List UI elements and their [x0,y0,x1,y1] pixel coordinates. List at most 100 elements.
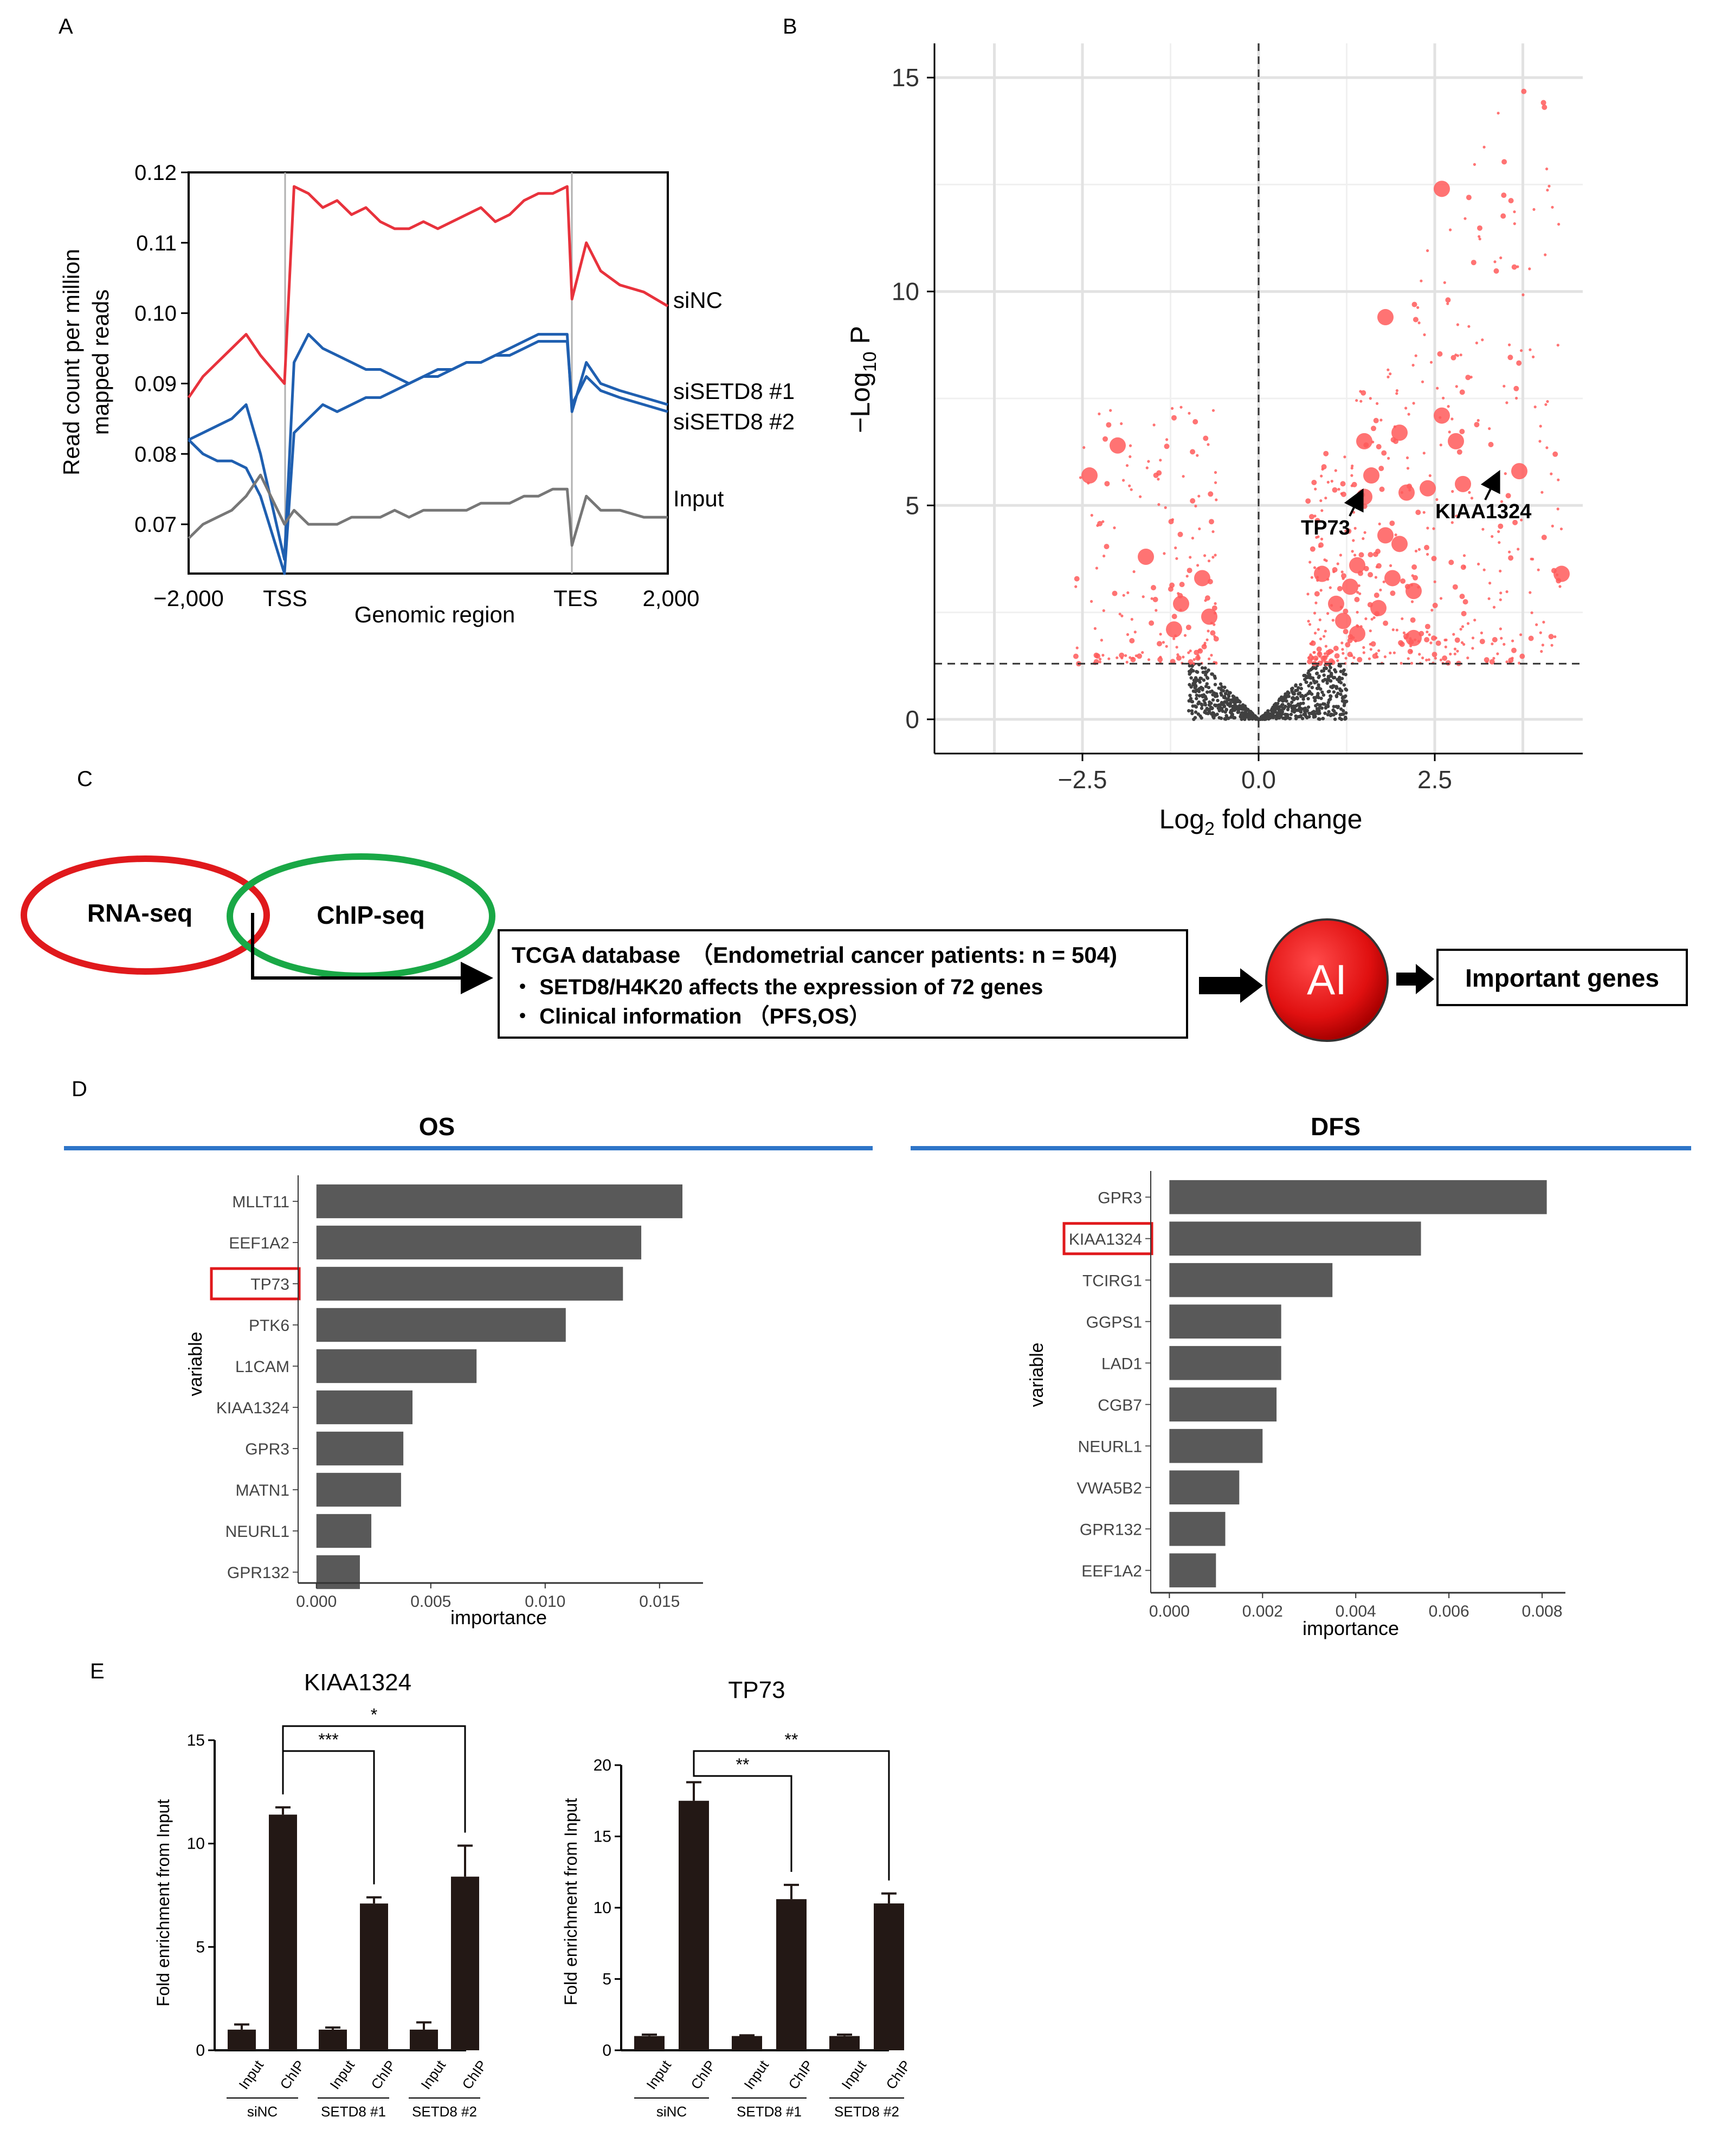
significant-point [1439,443,1442,447]
panel-a-xtick-tss: TSS [263,585,307,611]
significant-point [1339,554,1342,557]
nonsignificant-point [1330,674,1333,678]
significant-point [1442,396,1445,400]
chip-bar [228,2029,256,2050]
panel-a-ylabel-line2: mapped reads [88,289,113,435]
significant-point [1557,478,1560,481]
significant-point [1213,623,1216,626]
chip-category-label: Input [326,2057,358,2092]
significant-point [1460,564,1466,570]
significant-point [1389,651,1392,655]
nonsignificant-point [1190,709,1194,713]
highlighted-gene-point [1398,484,1415,501]
significant-point [1308,514,1314,520]
significant-point [1411,564,1417,570]
significant-point [1323,652,1327,655]
highlighted-gene-point [1511,463,1527,480]
nonsignificant-point [1295,696,1299,699]
nonsignificant-point [1224,707,1228,711]
significant-point [1155,609,1158,612]
importance-bar [1169,1263,1333,1297]
significant-point [1545,168,1549,171]
importance-xtick-label: 0.015 [639,1593,680,1611]
significant-point [1175,646,1178,649]
importance-xtick-label: 0.010 [525,1593,565,1611]
significant-point [1520,518,1523,522]
panel-b-xtick-label: 0.0 [1241,765,1276,794]
significant-point [1501,192,1507,198]
nonsignificant-point [1203,666,1207,670]
nonsignificant-point [1302,712,1306,717]
significant-point [1208,491,1214,497]
significant-point [1426,526,1429,530]
significant-point [1210,654,1213,657]
significant-point [1389,564,1392,567]
nonsignificant-point [1204,685,1208,688]
significant-point [1311,480,1317,485]
significant-point [1424,545,1429,550]
significant-point [1122,479,1125,482]
significant-point [1151,585,1156,590]
significant-point [1491,535,1494,538]
nonsignificant-point [1327,698,1331,702]
nonsignificant-point [1314,696,1318,699]
significant-point [1488,582,1492,585]
highlighted-gene-point [1455,475,1471,492]
panel-b-xtick-label: −2.5 [1058,765,1107,794]
significant-point [1355,399,1358,402]
significant-point [1159,633,1162,636]
nonsignificant-point [1220,706,1224,711]
nonsignificant-point [1223,692,1228,696]
tcga-line1: TCGA database （Endometrial cancer patient… [512,942,1117,968]
panel-a-xtick-start: −2,000 [153,585,224,611]
significant-point [1370,641,1376,647]
significant-point [1511,647,1517,653]
chip-ytick-label: 0 [196,2042,205,2060]
significant-point [1558,585,1562,588]
nonsignificant-point [1233,701,1237,705]
importance-bar [316,1514,372,1548]
significant-point [1538,440,1542,443]
significant-point [1500,213,1506,219]
kiaa1324-arrow [1480,469,1500,500]
significant-point [1122,594,1125,597]
highlighted-gene-point [1391,536,1408,552]
significant-point [1132,570,1136,574]
significant-point [1505,493,1511,499]
significant-point [1097,520,1103,526]
significant-point [1325,559,1328,562]
significant-point [1337,585,1343,591]
panel-b-ytick-label: 0 [905,705,919,733]
highlighted-gene-point [1335,613,1351,629]
nonsignificant-point [1194,690,1197,694]
significant-point [1189,556,1192,559]
significant-point [1192,658,1196,661]
significant-point [1379,588,1382,591]
significant-point [1482,145,1486,149]
legend-sisetd8-2: siSETD8 #2 [673,409,795,434]
significant-point [1471,647,1474,650]
significant-point [1439,658,1442,661]
significant-point [1179,582,1185,588]
chipseq-ellipse [227,853,495,979]
significant-point [1433,580,1436,583]
significant-point [1492,637,1498,642]
significant-point [1203,643,1206,647]
significant-point [1372,616,1376,619]
significant-point [1196,454,1199,457]
nonsignificant-point [1209,701,1213,705]
significant-point [1450,355,1456,361]
significant-point [1517,548,1520,551]
significant-point [1187,568,1192,574]
significant-point [1309,653,1312,657]
significant-point [1095,567,1098,570]
significant-point [1182,475,1185,478]
significant-point [1452,584,1458,590]
importance-xtick-label: 0.000 [1149,1602,1190,1620]
significant-point [1152,423,1156,427]
significant-point [1400,661,1403,665]
significant-point [1374,593,1379,598]
significant-point [1546,400,1549,403]
significant-point [1463,217,1467,220]
